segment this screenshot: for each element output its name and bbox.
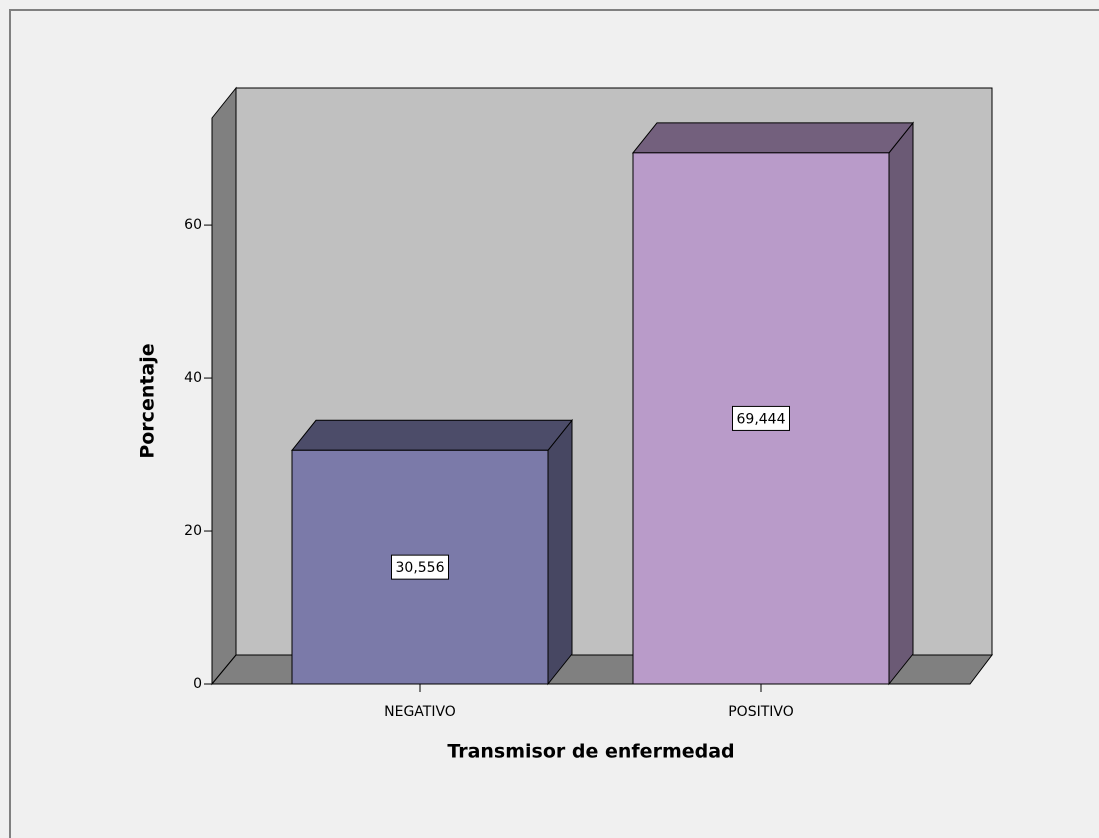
x-axis-title: Transmisor de enfermedad	[447, 741, 734, 763]
bar-side	[888, 121, 914, 686]
value-label: 69,444	[737, 411, 786, 427]
y-tick-label: 40	[184, 370, 202, 386]
bar-side	[547, 418, 573, 686]
y-axis-title: Porcentaje	[137, 343, 159, 458]
frame	[9, 9, 1099, 838]
y-tick-label: 60	[184, 217, 202, 233]
value-label-box	[732, 405, 790, 431]
value-label-box	[391, 554, 449, 580]
bar-top	[290, 419, 574, 451]
x-tick-label: POSITIVO	[728, 704, 794, 720]
y-tick-label: 20	[184, 523, 202, 539]
y-tick-label: 0	[193, 676, 202, 692]
value-label: 30,556	[396, 560, 445, 576]
x-tick-label: NEGATIVO	[384, 704, 456, 720]
bar-top	[631, 122, 915, 154]
left-wall	[211, 86, 237, 686]
